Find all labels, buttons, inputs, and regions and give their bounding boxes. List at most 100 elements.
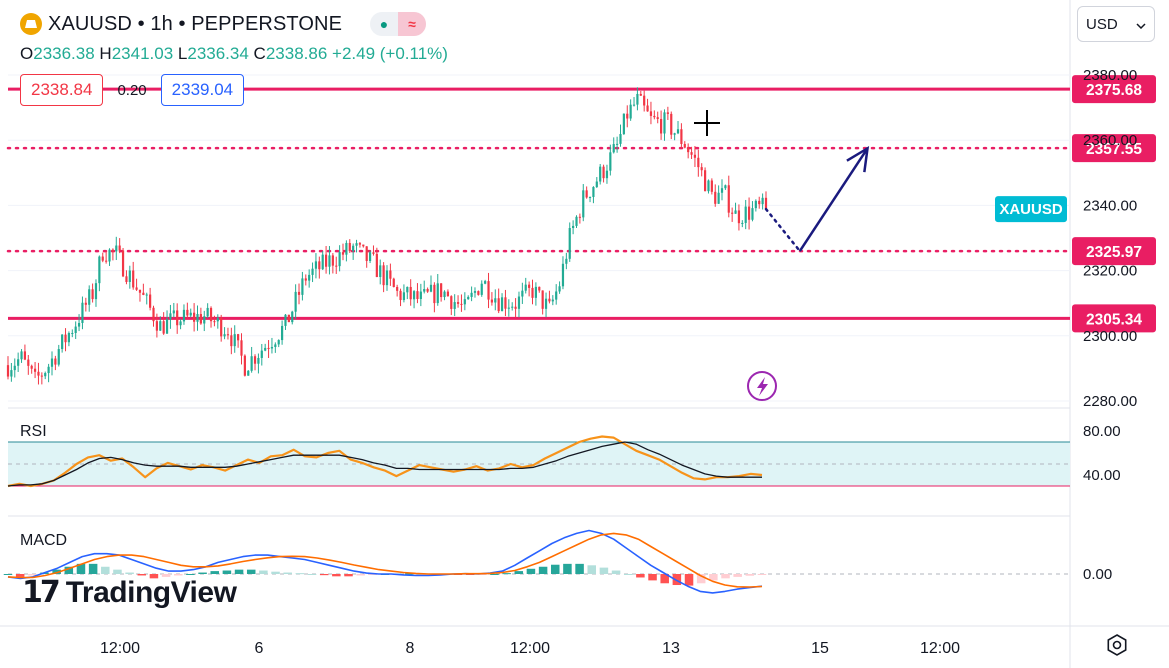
candle-body bbox=[13, 365, 16, 371]
candle-body bbox=[494, 298, 497, 303]
sell-price-button[interactable]: 2338.84 bbox=[20, 74, 104, 106]
candle-body bbox=[33, 368, 37, 372]
candle-body bbox=[84, 302, 87, 305]
candle-body bbox=[761, 197, 764, 205]
buy-price-button[interactable]: 2339.04 bbox=[160, 74, 245, 106]
symbol-header[interactable]: XAUUSD • 1h • PEPPERSTONE ● ≈ bbox=[20, 10, 427, 38]
candle-body bbox=[544, 298, 548, 309]
candle-body bbox=[368, 252, 372, 261]
macd-histogram-bar bbox=[356, 574, 365, 576]
candle-body bbox=[291, 311, 294, 323]
candle-body bbox=[91, 289, 94, 300]
rsi-ma-line bbox=[7, 441, 762, 487]
macd-histogram-bar bbox=[733, 574, 742, 577]
candle-body bbox=[74, 326, 77, 333]
candle-body bbox=[81, 302, 84, 323]
level-price-label: 2357.55 bbox=[1086, 141, 1142, 158]
candle-body bbox=[193, 312, 196, 322]
candle-body bbox=[649, 111, 653, 116]
candle-body bbox=[240, 340, 243, 356]
macd-histogram-bar bbox=[660, 574, 669, 584]
candle-body bbox=[595, 181, 598, 188]
settings-gear-icon[interactable] bbox=[1104, 632, 1130, 658]
candle-body bbox=[186, 309, 189, 316]
time-tick-label: 13 bbox=[662, 640, 680, 657]
symbol-title: XAUUSD • 1h • PEPPERSTONE bbox=[48, 12, 343, 35]
candle-body bbox=[656, 117, 659, 119]
macd-histogram-bar bbox=[757, 574, 767, 575]
macd-label[interactable]: MACD bbox=[20, 532, 68, 549]
macd-histogram-bar bbox=[587, 565, 596, 574]
candle-body bbox=[169, 313, 172, 320]
level-tag bbox=[1072, 75, 1156, 104]
candle-body bbox=[737, 210, 741, 224]
candle-body bbox=[220, 317, 223, 337]
candle-body bbox=[40, 375, 43, 377]
macd-histogram-bar bbox=[234, 569, 244, 574]
candle-body bbox=[646, 105, 649, 112]
candle-body bbox=[612, 144, 615, 153]
tradingview-logo[interactable]: 17 TradingView bbox=[22, 575, 237, 610]
macd-histogram-bar bbox=[246, 569, 256, 574]
candle-body bbox=[311, 268, 314, 275]
candle-body bbox=[659, 118, 663, 134]
candle-body bbox=[643, 95, 646, 106]
candle-body bbox=[487, 281, 490, 300]
candle-body bbox=[71, 332, 74, 334]
price-axis[interactable]: 2380.00 2360.00 2340.00 2320.00 2300.00 2280.… bbox=[1083, 67, 1137, 583]
price-tick-label: 2300.00 bbox=[1083, 328, 1137, 345]
candle-body bbox=[653, 115, 656, 118]
candle-body bbox=[416, 291, 419, 299]
candle-body bbox=[619, 134, 622, 144]
currency-dropdown[interactable]: USD bbox=[1077, 6, 1155, 42]
macd-histogram-bar bbox=[307, 574, 317, 575]
candle-body bbox=[578, 216, 581, 218]
candle-body bbox=[138, 289, 142, 293]
candle-body bbox=[473, 291, 477, 293]
time-tick-label: 15 bbox=[811, 640, 829, 657]
projection-arrow[interactable] bbox=[764, 145, 870, 253]
candle-body bbox=[575, 216, 578, 226]
candle-body bbox=[602, 166, 605, 179]
macd-histogram-bar bbox=[672, 574, 682, 586]
candle-body bbox=[497, 298, 500, 312]
candle-body bbox=[341, 252, 345, 255]
rsi-pane bbox=[7, 435, 1070, 488]
candle-body bbox=[663, 112, 666, 134]
rsi-label[interactable]: RSI bbox=[20, 423, 47, 440]
candle-body bbox=[338, 252, 341, 267]
horizontal-levels[interactable]: 2375.68 2357.55 2325.97 2305.34 bbox=[6, 75, 1156, 333]
macd-histogram-bar bbox=[551, 564, 560, 574]
candle-body bbox=[17, 359, 20, 366]
candle-body bbox=[490, 299, 494, 303]
candle-body bbox=[365, 246, 368, 261]
market-status-pill[interactable]: ● ≈ bbox=[370, 12, 427, 36]
candle-body bbox=[687, 147, 690, 153]
candle-body bbox=[379, 265, 382, 278]
candle-body bbox=[443, 291, 446, 298]
candle-body bbox=[20, 351, 23, 360]
open-label: O bbox=[20, 44, 34, 63]
candle-body bbox=[382, 265, 385, 286]
candle-body bbox=[159, 321, 162, 331]
macd-histogram-bar bbox=[3, 574, 13, 575]
candle-body bbox=[115, 245, 118, 252]
macd-histogram-bar bbox=[538, 566, 548, 574]
price-tick-label: 2340.00 bbox=[1083, 197, 1137, 214]
candle-body bbox=[511, 306, 514, 308]
open-value: 2336.38 bbox=[33, 44, 95, 63]
candle-body bbox=[132, 270, 135, 288]
candle-body bbox=[358, 243, 362, 245]
close-label: C bbox=[253, 44, 266, 63]
candle-body bbox=[561, 263, 565, 287]
time-axis[interactable]: 12:00 6 8 12:00 13 15 12:00 bbox=[100, 640, 960, 657]
candle-body bbox=[717, 192, 720, 204]
macd-histogram-bar bbox=[368, 574, 378, 575]
candle-body bbox=[152, 307, 155, 322]
macd-histogram-bar bbox=[52, 569, 61, 574]
macd-histogram-bar bbox=[186, 574, 195, 575]
macd-pane bbox=[3, 529, 1070, 594]
candle-body bbox=[67, 333, 71, 343]
